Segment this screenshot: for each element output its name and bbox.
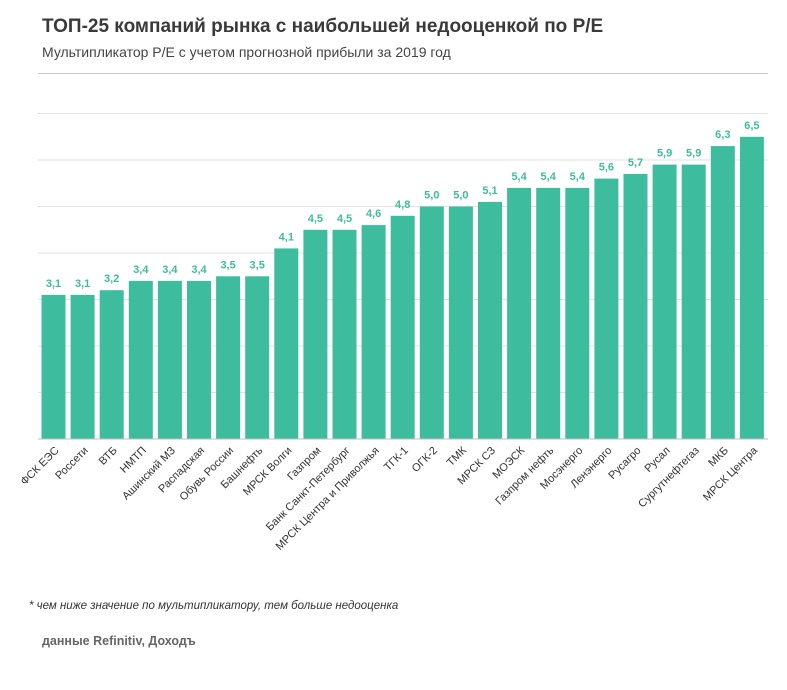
bar <box>274 248 299 439</box>
value-label: 6,3 <box>715 129 730 141</box>
value-label: 5,9 <box>686 148 701 160</box>
bar <box>448 206 473 439</box>
value-label: 3,4 <box>191 264 207 276</box>
bar <box>536 187 561 439</box>
category-label: ФСК ЕЭС <box>19 445 62 488</box>
bar <box>157 280 182 439</box>
value-label: 3,2 <box>104 273 119 285</box>
bar <box>128 280 153 439</box>
bar-chart: 3,1 3,1 3,2 3,4 3,4 3,4 3,5 3,5 4,1 4,5 4,5 4,6 4,8 5… <box>19 113 768 553</box>
chart-title: ТОП-25 компаний рынка с наибольшей недоо… <box>42 16 604 37</box>
bar <box>739 136 764 440</box>
value-labels: 3,1 3,1 3,2 3,4 3,4 3,4 3,5 3,5 4,1 4,5 4,5 4,6 4,8 5… <box>46 120 760 290</box>
bar <box>70 294 95 440</box>
category-label: МКБ <box>706 445 731 470</box>
value-label: 3,4 <box>133 264 149 276</box>
value-label: 3,4 <box>162 264 178 276</box>
value-label: 5,0 <box>424 190 439 202</box>
bar <box>565 187 590 439</box>
bar <box>390 215 415 439</box>
bars <box>41 136 764 440</box>
category-label: ОГК-2 <box>410 445 440 475</box>
bar <box>710 146 735 439</box>
value-label: 5,6 <box>599 162 614 174</box>
value-label: 4,5 <box>308 213 323 225</box>
value-label: 5,7 <box>628 157 643 169</box>
value-label: 3,1 <box>46 278 61 290</box>
value-label: 3,5 <box>250 259 265 271</box>
value-label: 5,4 <box>570 171 586 183</box>
bar <box>419 206 444 439</box>
source-credit: данные Refinitiv, Доходъ <box>42 634 196 648</box>
bar <box>652 164 677 439</box>
chart-subtitle: Мультипликатор P/E с учетом прогнозной п… <box>42 44 451 60</box>
category-label: ТМК <box>445 444 470 469</box>
bar <box>623 173 648 439</box>
bar <box>216 276 241 440</box>
value-label: 5,9 <box>657 148 672 160</box>
value-label: 4,8 <box>395 199 410 211</box>
bar <box>681 164 706 439</box>
bar <box>303 229 328 440</box>
bar <box>478 201 502 439</box>
value-label: 5,1 <box>482 185 497 197</box>
value-label: 4,5 <box>337 213 352 225</box>
bar <box>245 276 270 440</box>
bar <box>99 290 124 439</box>
category-label: МРСК Центра <box>701 444 761 504</box>
value-label: 4,6 <box>366 208 381 220</box>
value-label: 4,1 <box>279 231 294 243</box>
value-label: 3,1 <box>75 278 90 290</box>
category-label: ВТБ <box>97 445 120 468</box>
title-divider <box>38 73 768 74</box>
value-label: 5,4 <box>541 171 557 183</box>
value-label: 5,0 <box>453 190 468 202</box>
footnote: * чем ниже значение по мультипликатору, … <box>29 600 399 612</box>
category-label: ТГК-1 <box>382 445 411 474</box>
bar <box>332 229 357 440</box>
category-label: Русагро <box>606 445 643 482</box>
value-label: 5,4 <box>511 171 527 183</box>
bar <box>187 280 211 439</box>
category-label: Россети <box>53 445 90 482</box>
bar <box>41 294 66 440</box>
bar <box>507 187 532 439</box>
value-label: 6,5 <box>744 120 759 132</box>
bar <box>594 178 619 439</box>
bar <box>361 225 386 439</box>
value-label: 3,5 <box>220 259 235 271</box>
